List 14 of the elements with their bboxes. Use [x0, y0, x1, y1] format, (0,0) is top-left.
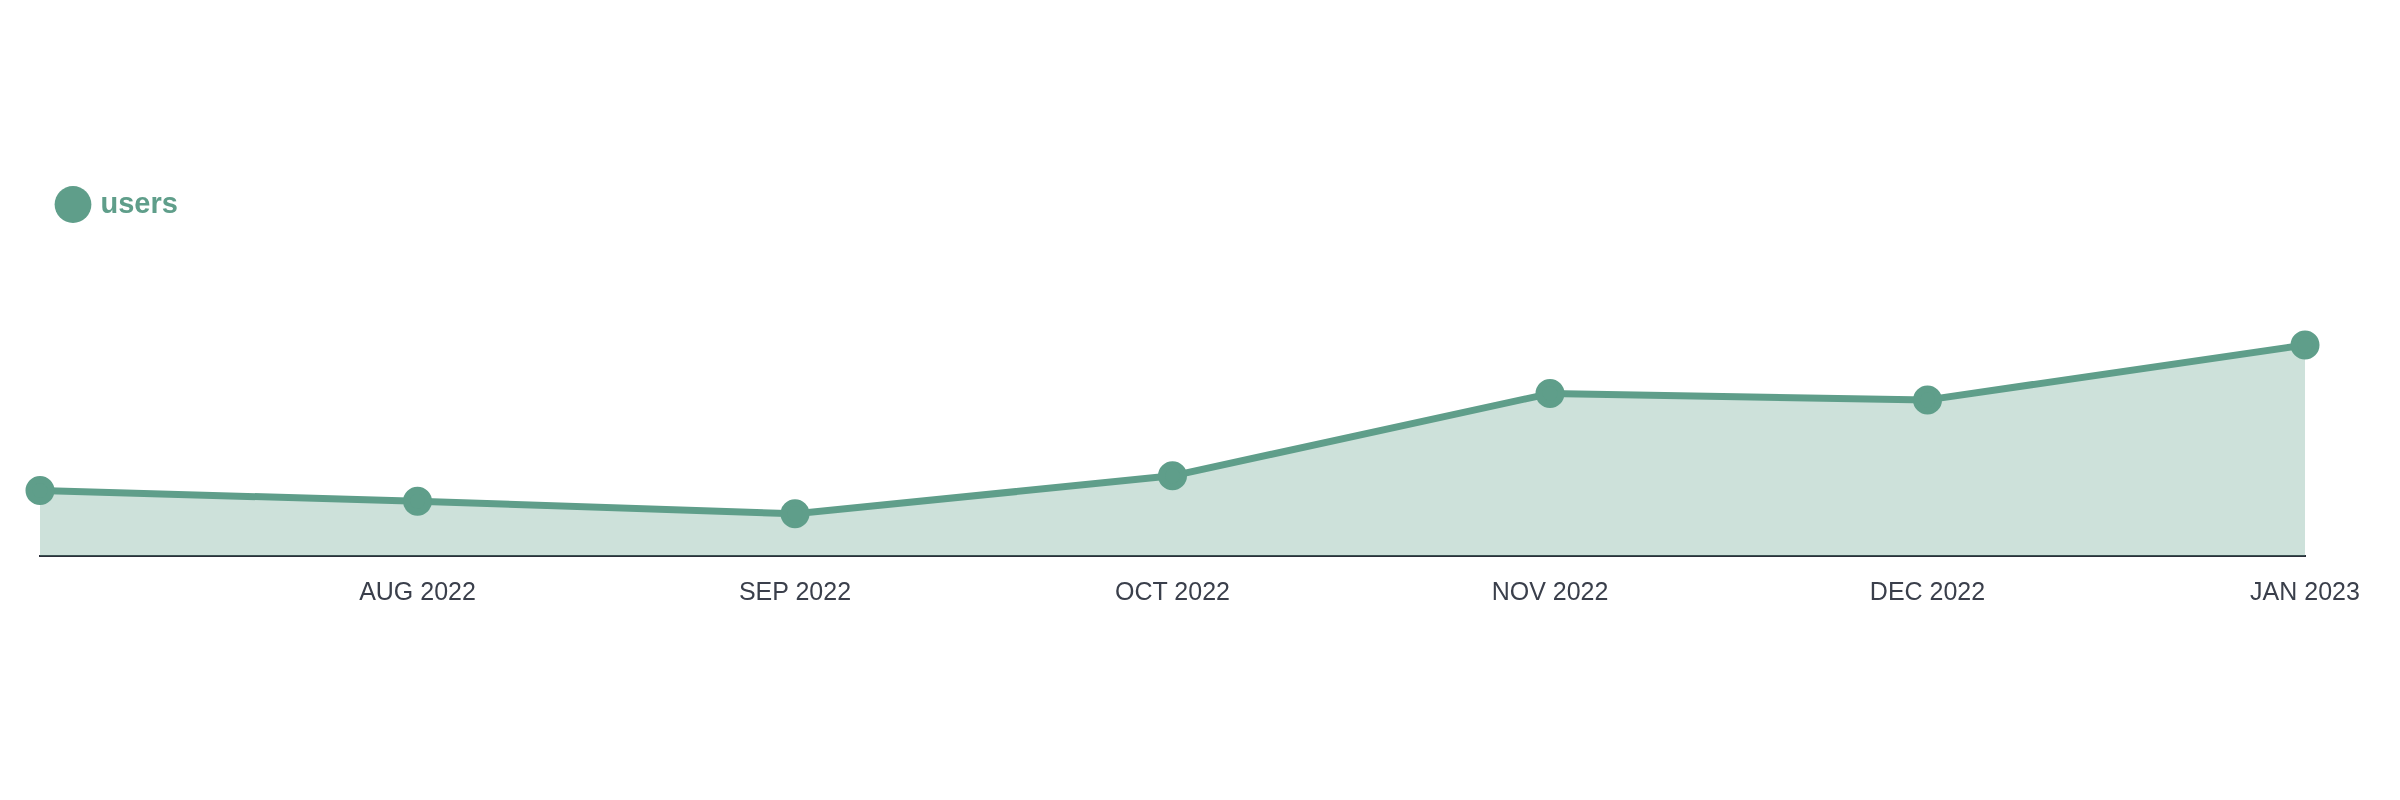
point	[25, 476, 55, 506]
x-tick-label: OCT 2022	[1115, 576, 1230, 605]
point	[780, 499, 810, 529]
point	[2290, 330, 2320, 360]
legend-label: users	[100, 186, 178, 219]
point	[1158, 461, 1187, 491]
x-tick-label: AUG 2022	[359, 576, 476, 605]
point	[403, 486, 432, 516]
x-tick-label: NOV 2022	[1491, 576, 1609, 605]
x-tick-label: DEC 2022	[1869, 576, 1986, 605]
point	[1535, 379, 1565, 409]
point	[1913, 385, 1942, 415]
x-tick-label: JAN 2023	[2250, 576, 2360, 605]
x-tick-label: SEP 2022	[738, 576, 852, 605]
